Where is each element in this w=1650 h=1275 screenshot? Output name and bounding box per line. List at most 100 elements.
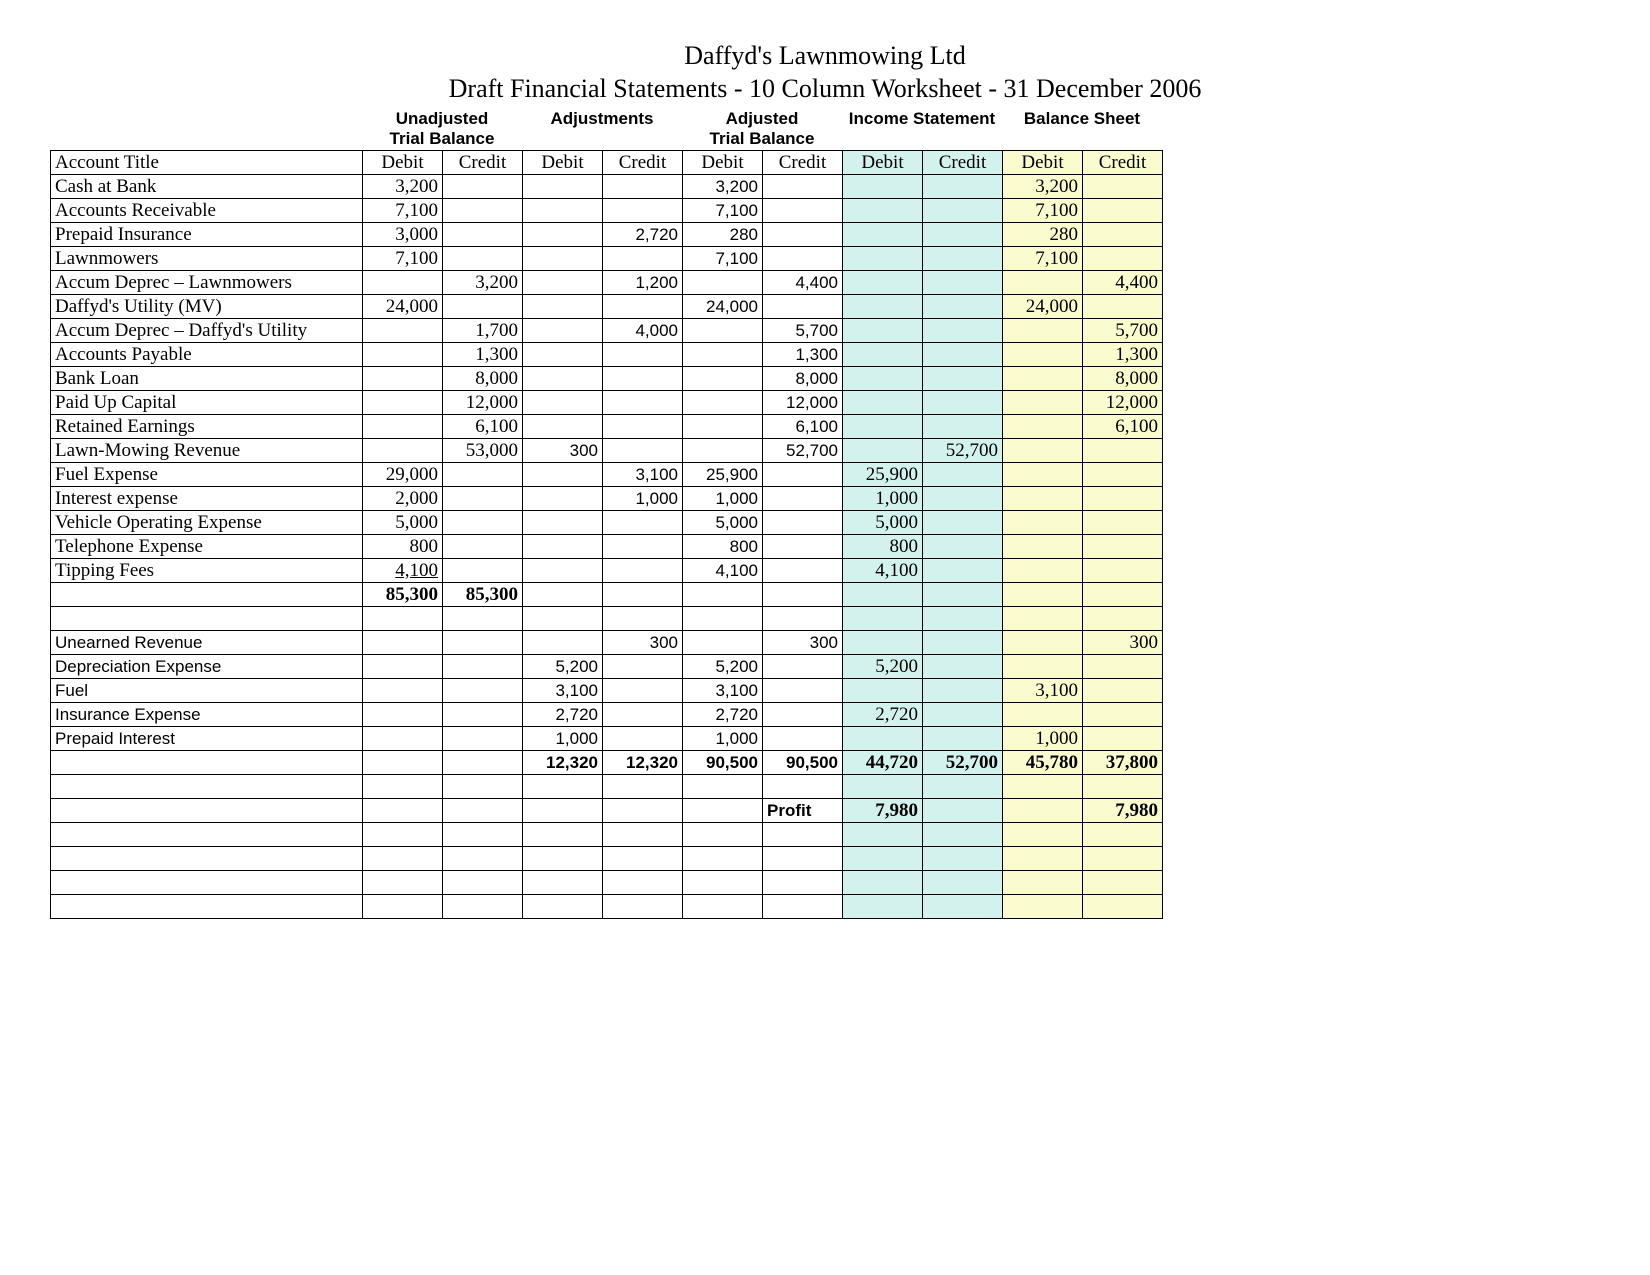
header-adjustments: Adjustments bbox=[522, 107, 682, 150]
worksheet-cell bbox=[443, 679, 523, 703]
table-row: Bank Loan8,0008,0008,000 bbox=[51, 367, 1163, 391]
worksheet-cell bbox=[763, 847, 843, 871]
worksheet-cell bbox=[523, 223, 603, 247]
worksheet-cell bbox=[363, 847, 443, 871]
worksheet-cell bbox=[1003, 391, 1083, 415]
worksheet-cell: 5,700 bbox=[763, 319, 843, 343]
table-row: Cash at Bank3,2003,2003,200 bbox=[51, 175, 1163, 199]
worksheet-cell bbox=[603, 583, 683, 607]
worksheet-cell bbox=[523, 271, 603, 295]
worksheet-cell bbox=[603, 343, 683, 367]
worksheet-cell bbox=[603, 847, 683, 871]
table-row: Depreciation Expense5,2005,2005,200 bbox=[51, 655, 1163, 679]
worksheet-cell: 90,500 bbox=[683, 751, 763, 775]
worksheet-cell: 4,100 bbox=[363, 559, 443, 583]
worksheet-cell bbox=[1083, 895, 1163, 919]
worksheet-cell: 7,100 bbox=[683, 199, 763, 223]
worksheet-cell bbox=[763, 175, 843, 199]
worksheet-cell bbox=[923, 511, 1003, 535]
table-row: 85,30085,300 bbox=[51, 583, 1163, 607]
worksheet-cell bbox=[763, 511, 843, 535]
worksheet-cell bbox=[523, 487, 603, 511]
worksheet-cell bbox=[763, 607, 843, 631]
worksheet-cell bbox=[683, 607, 763, 631]
worksheet-cell: 8,000 bbox=[763, 367, 843, 391]
worksheet-cell bbox=[843, 271, 923, 295]
col-bs-debit: Debit bbox=[1003, 151, 1083, 175]
worksheet-cell bbox=[923, 295, 1003, 319]
account-title-cell bbox=[51, 751, 363, 775]
worksheet-cell bbox=[1003, 487, 1083, 511]
worksheet-cell bbox=[923, 607, 1003, 631]
worksheet-cell: 5,000 bbox=[843, 511, 923, 535]
worksheet-cell bbox=[443, 871, 523, 895]
worksheet-cell bbox=[603, 679, 683, 703]
worksheet-cell bbox=[923, 679, 1003, 703]
worksheet-cell: 53,000 bbox=[443, 439, 523, 463]
worksheet-cell bbox=[683, 319, 763, 343]
worksheet-cell bbox=[843, 175, 923, 199]
worksheet-cell: 2,720 bbox=[683, 703, 763, 727]
col-atb-credit: Credit bbox=[763, 151, 843, 175]
worksheet-cell bbox=[443, 607, 523, 631]
table-row: Paid Up Capital12,00012,00012,000 bbox=[51, 391, 1163, 415]
worksheet-cell bbox=[683, 271, 763, 295]
worksheet-cell bbox=[1083, 823, 1163, 847]
account-title-cell: Bank Loan bbox=[51, 367, 363, 391]
worksheet-cell bbox=[1003, 319, 1083, 343]
worksheet-cell bbox=[1083, 871, 1163, 895]
worksheet-cell bbox=[443, 799, 523, 823]
worksheet-cell bbox=[1083, 487, 1163, 511]
worksheet-cell bbox=[1003, 847, 1083, 871]
worksheet-cell bbox=[443, 199, 523, 223]
worksheet-cell bbox=[603, 871, 683, 895]
worksheet-cell bbox=[843, 607, 923, 631]
col-account-title: Account Title bbox=[51, 151, 363, 175]
account-title-cell: Daffyd's Utility (MV) bbox=[51, 295, 363, 319]
worksheet-cell: 2,720 bbox=[523, 703, 603, 727]
account-title-cell bbox=[51, 583, 363, 607]
worksheet-cell bbox=[763, 871, 843, 895]
worksheet-cell bbox=[843, 343, 923, 367]
worksheet-cell: 7,980 bbox=[1083, 799, 1163, 823]
worksheet-cell bbox=[923, 775, 1003, 799]
col-is-debit: Debit bbox=[843, 151, 923, 175]
worksheet-table: Account Title Debit Credit Debit Credit … bbox=[50, 150, 1163, 919]
worksheet-cell bbox=[763, 463, 843, 487]
worksheet-cell bbox=[923, 487, 1003, 511]
worksheet-cell bbox=[363, 367, 443, 391]
worksheet-cell bbox=[683, 391, 763, 415]
worksheet-cell: 1,200 bbox=[603, 271, 683, 295]
worksheet-cell bbox=[603, 703, 683, 727]
worksheet-cell bbox=[923, 343, 1003, 367]
worksheet-cell: 3,100 bbox=[603, 463, 683, 487]
worksheet-cell: 45,780 bbox=[1003, 751, 1083, 775]
worksheet-cell bbox=[603, 175, 683, 199]
worksheet-cell bbox=[923, 871, 1003, 895]
worksheet-cell bbox=[763, 823, 843, 847]
worksheet-cell: 1,300 bbox=[443, 343, 523, 367]
account-title-cell: Depreciation Expense bbox=[51, 655, 363, 679]
worksheet-cell bbox=[1083, 847, 1163, 871]
worksheet-cell bbox=[843, 439, 923, 463]
worksheet-cell bbox=[763, 775, 843, 799]
worksheet-cell bbox=[763, 727, 843, 751]
worksheet-cell bbox=[1083, 535, 1163, 559]
worksheet-cell: 3,100 bbox=[1003, 679, 1083, 703]
col-atb-debit: Debit bbox=[683, 151, 763, 175]
worksheet-cell bbox=[763, 679, 843, 703]
worksheet-cell: 6,100 bbox=[1083, 415, 1163, 439]
worksheet-cell: 5,000 bbox=[683, 511, 763, 535]
worksheet-cell bbox=[1083, 199, 1163, 223]
worksheet-cell: 1,300 bbox=[1083, 343, 1163, 367]
worksheet-cell bbox=[1083, 655, 1163, 679]
worksheet-cell bbox=[763, 655, 843, 679]
table-row: Daffyd's Utility (MV)24,00024,00024,000 bbox=[51, 295, 1163, 319]
worksheet-cell bbox=[923, 223, 1003, 247]
worksheet-cell bbox=[363, 607, 443, 631]
table-row: Retained Earnings6,1006,1006,100 bbox=[51, 415, 1163, 439]
table-row bbox=[51, 775, 1163, 799]
worksheet-cell: 7,980 bbox=[843, 799, 923, 823]
worksheet-cell bbox=[363, 439, 443, 463]
worksheet-cell bbox=[523, 535, 603, 559]
